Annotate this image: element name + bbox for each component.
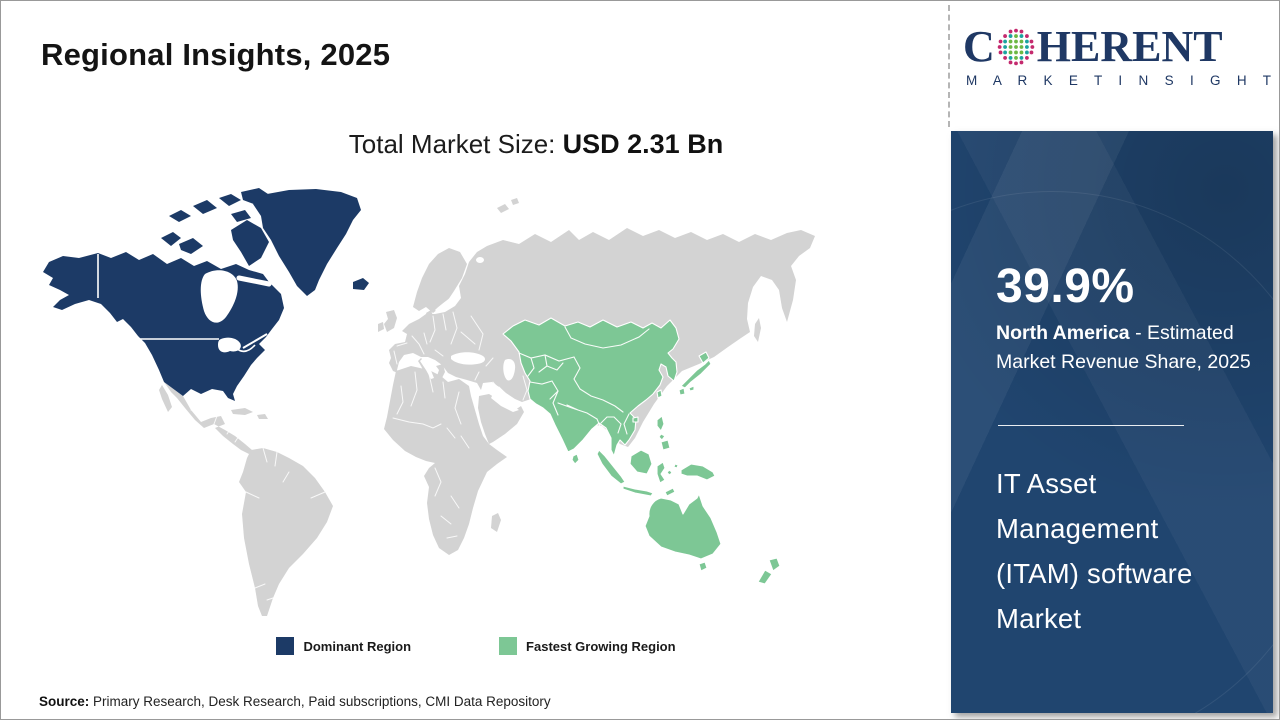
logo-letters-herent: HERENT <box>1036 22 1223 71</box>
stat-panel: 39.9% North America - Estimated Market R… <box>951 131 1273 713</box>
dominant-region-label: Dominant Region <box>303 638 412 654</box>
source-text: Primary Research, Desk Research, Paid su… <box>89 694 551 709</box>
legend-item-fastest: Fastest Growing Region <box>499 637 676 655</box>
map-country-borders-green <box>518 326 650 435</box>
page-title: Regional Insights, 2025 <box>41 37 391 72</box>
map-country-borders-gray <box>190 311 528 601</box>
fastest-growing-region-swatch <box>499 637 518 655</box>
total-market-size-value: USD 2.31 Bn <box>562 129 724 159</box>
market-share-stat: 39.9% <box>996 260 1135 313</box>
map-sea-overlays <box>420 257 529 412</box>
total-market-size: Total Market Size: USD 2.31 Bn <box>111 129 961 160</box>
market-share-description: North America - Estimated Market Revenue… <box>996 319 1252 377</box>
company-logo: C HERENT M A R K E T I N S I G H T S <box>963 25 1280 89</box>
map-legend: Dominant Region Fastest Growing Region <box>1 637 951 655</box>
legend-item-dominant: Dominant Region <box>276 637 411 655</box>
fastest-growing-region-label: Fastest Growing Region <box>526 638 676 654</box>
world-map <box>31 186 823 626</box>
map-region-north-america <box>43 188 369 401</box>
logo-letter-c: C <box>963 22 995 71</box>
world-map-svg <box>43 188 815 616</box>
logo-wordmark: C HERENT <box>963 25 1263 69</box>
logo-globe-dots-icon <box>997 28 1035 66</box>
source-label: Source: <box>39 694 90 709</box>
total-market-size-label: Total Market Size: <box>348 129 563 159</box>
logo-subtitle: M A R K E T I N S I G H T S <box>966 73 1280 88</box>
source-note: Source: Primary Research, Desk Research,… <box>39 694 551 709</box>
stat-description-rest: - Estimated Market Revenue Share, 2025 <box>996 322 1251 373</box>
map-region-rest-of-world <box>159 198 815 616</box>
stat-region-name: North America <box>996 322 1130 344</box>
panel-divider <box>998 425 1184 426</box>
market-name: IT Asset Management (ITAM) software Mark… <box>996 468 1193 634</box>
dominant-region-swatch <box>276 637 295 655</box>
map-north-america-details <box>97 254 272 353</box>
map-region-asia-pacific <box>502 317 781 585</box>
dashed-separator <box>948 5 950 127</box>
